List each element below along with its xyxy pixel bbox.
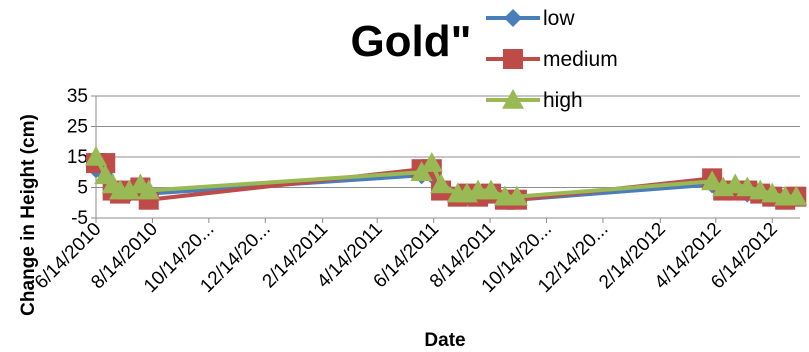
legend-label-medium: medium: [543, 48, 618, 71]
series-layer: [85, 146, 808, 210]
legend-marker-medium: [503, 49, 523, 69]
data-point-high: [420, 152, 443, 172]
series-high: [85, 146, 808, 206]
data-point-high: [701, 170, 724, 191]
legend: low medium high: [486, 7, 618, 112]
data-point-high: [118, 179, 141, 200]
data-point-high: [761, 182, 784, 203]
legend-item-low: low: [486, 7, 575, 30]
y-tick-label: 5: [77, 178, 88, 199]
y-tick-label: -5: [71, 208, 88, 229]
legend-label-low: low: [543, 7, 575, 30]
data-point-high: [736, 176, 759, 197]
y-tick-label: 25: [67, 117, 88, 138]
data-point-high: [480, 179, 503, 200]
data-point-high: [505, 185, 528, 206]
legend-marker-low: [504, 9, 522, 27]
data-point-high: [430, 173, 453, 194]
legend-item-medium: medium: [486, 48, 618, 71]
chart-title: Gold": [350, 17, 471, 66]
y-tick-label: 15: [67, 147, 88, 168]
data-point-high: [785, 185, 808, 206]
data-point-high: [137, 179, 160, 200]
y-axis-title: Change in Height (cm): [18, 114, 39, 316]
x-axis-title: Date: [424, 330, 465, 351]
legend-marker-high: [502, 89, 524, 109]
y-tick-label: 35: [67, 86, 88, 107]
legend-item-high: high: [486, 89, 583, 112]
data-point-high: [85, 146, 107, 166]
legend-label-high: high: [543, 89, 583, 112]
